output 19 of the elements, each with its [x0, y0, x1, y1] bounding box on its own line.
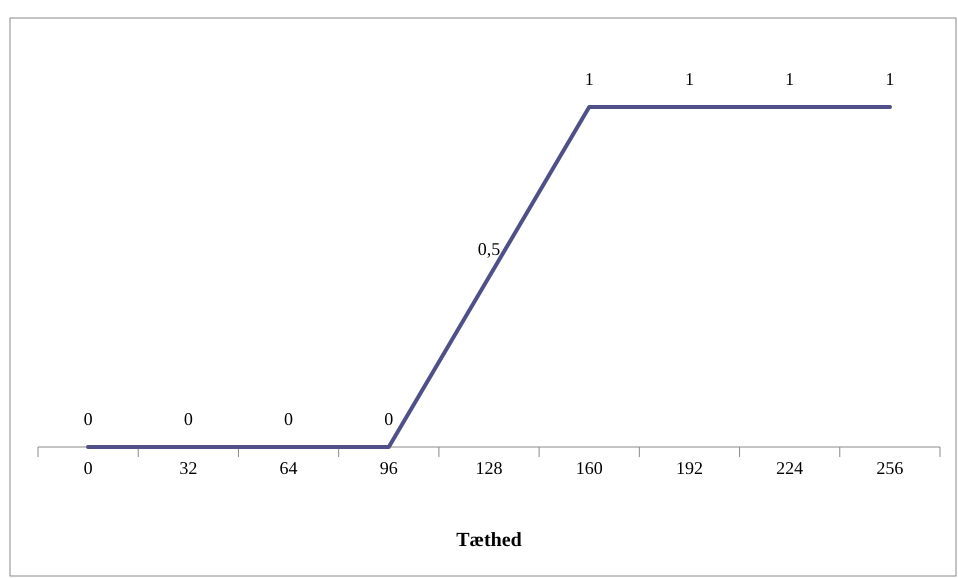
- x-tick-label: 192: [676, 458, 703, 478]
- data-label: 0: [384, 409, 394, 429]
- x-tick-label: 160: [576, 458, 603, 478]
- data-label: 1: [584, 69, 594, 89]
- x-tick-label: 0: [84, 458, 93, 478]
- data-label: 1: [684, 69, 694, 89]
- x-tick-label: 128: [476, 458, 502, 478]
- data-label: 1: [785, 69, 794, 89]
- x-tick-label: 64: [280, 458, 298, 478]
- data-label: 0: [284, 409, 294, 429]
- data-label: 0,5: [478, 239, 500, 259]
- x-tick-label: 32: [179, 458, 198, 478]
- data-label: 1: [885, 69, 894, 89]
- x-tick-label: 96: [380, 458, 398, 478]
- data-label: 0: [184, 409, 193, 429]
- x-tick-label: 224: [776, 458, 804, 478]
- data-label: 0: [84, 409, 93, 429]
- x-axis-title: Tæthed: [456, 529, 522, 551]
- x-tick-label: 256: [876, 458, 904, 478]
